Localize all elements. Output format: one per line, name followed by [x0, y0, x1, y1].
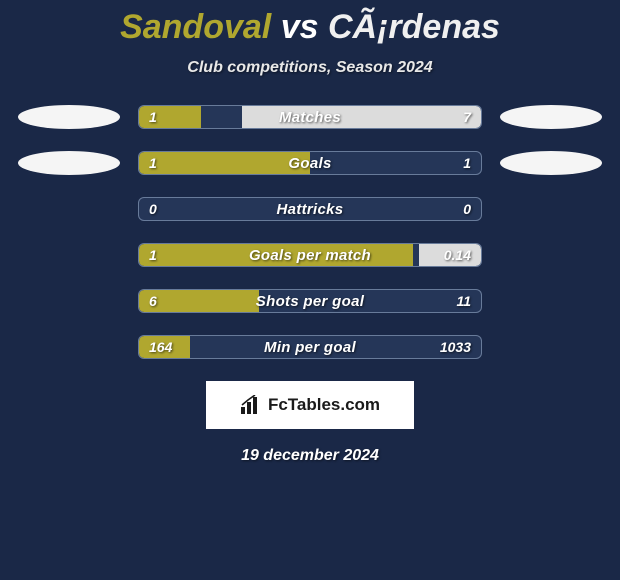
stat-label: Hattricks: [139, 198, 481, 220]
stat-row: Goals1 1: [0, 151, 620, 175]
stat-label: Min per goal: [139, 336, 481, 358]
player2-badge: [500, 151, 602, 175]
stat-row: Min per goal164 1033: [0, 335, 620, 359]
subtitle: Club competitions, Season 2024: [0, 59, 620, 77]
stat-row: Shots per goal6 11: [0, 289, 620, 313]
stat-value-right: 11: [456, 290, 471, 312]
stat-value-left: 6: [149, 290, 157, 312]
stat-bar: Shots per goal6 11: [138, 289, 482, 313]
stat-bar: Goals1 1: [138, 151, 482, 175]
stat-row: Goals per match1 0.14: [0, 243, 620, 267]
chart-icon: [240, 395, 262, 415]
stat-rows: Matches17Goals11Hattricks00Goals per mat…: [0, 105, 620, 359]
stat-label: Goals: [139, 152, 481, 174]
stat-bar: Goals per match1 0.14: [138, 243, 482, 267]
player2-badge: [500, 243, 602, 267]
main-title: Sandoval vs CÃ¡rdenas: [0, 8, 620, 47]
player2-badge: [500, 289, 602, 313]
stat-value-right: 7: [463, 106, 471, 128]
stat-label: Shots per goal: [139, 290, 481, 312]
player1-badge: [18, 197, 120, 221]
stat-value-right: 0.14: [444, 244, 471, 266]
stat-value-left: 1: [149, 244, 157, 266]
stat-value-right: 1: [463, 152, 471, 174]
stat-bar: Matches1 7: [138, 105, 482, 129]
comparison-infographic: Sandoval vs CÃ¡rdenas Club competitions,…: [0, 0, 620, 465]
stat-bar: Hattricks0 0: [138, 197, 482, 221]
stat-value-left: 1: [149, 106, 157, 128]
player2-badge: [500, 335, 602, 359]
player1-badge: [18, 151, 120, 175]
stat-label: Goals per match: [139, 244, 481, 266]
stat-value-left: 1: [149, 152, 157, 174]
logo-text: FcTables.com: [268, 395, 380, 415]
player1-badge: [18, 335, 120, 359]
stat-row: Hattricks0 0: [0, 197, 620, 221]
player1-badge: [18, 105, 120, 129]
logo-box: FcTables.com: [206, 381, 414, 429]
player1-badge: [18, 289, 120, 313]
date-text: 19 december 2024: [0, 447, 620, 465]
player2-badge: [500, 197, 602, 221]
player2-name: CÃ¡rdenas: [328, 8, 500, 46]
stat-value-left: 164: [149, 336, 172, 358]
title-vs: vs: [281, 8, 319, 46]
player1-badge: [18, 243, 120, 267]
stat-value-left: 0: [149, 198, 157, 220]
player2-badge: [500, 105, 602, 129]
player1-name: Sandoval: [120, 8, 271, 46]
stat-value-right: 0: [463, 198, 471, 220]
stat-value-right: 1033: [440, 336, 471, 358]
stat-row: Matches1 7: [0, 105, 620, 129]
stat-bar: Min per goal164 1033: [138, 335, 482, 359]
stat-label: Matches: [139, 106, 481, 128]
